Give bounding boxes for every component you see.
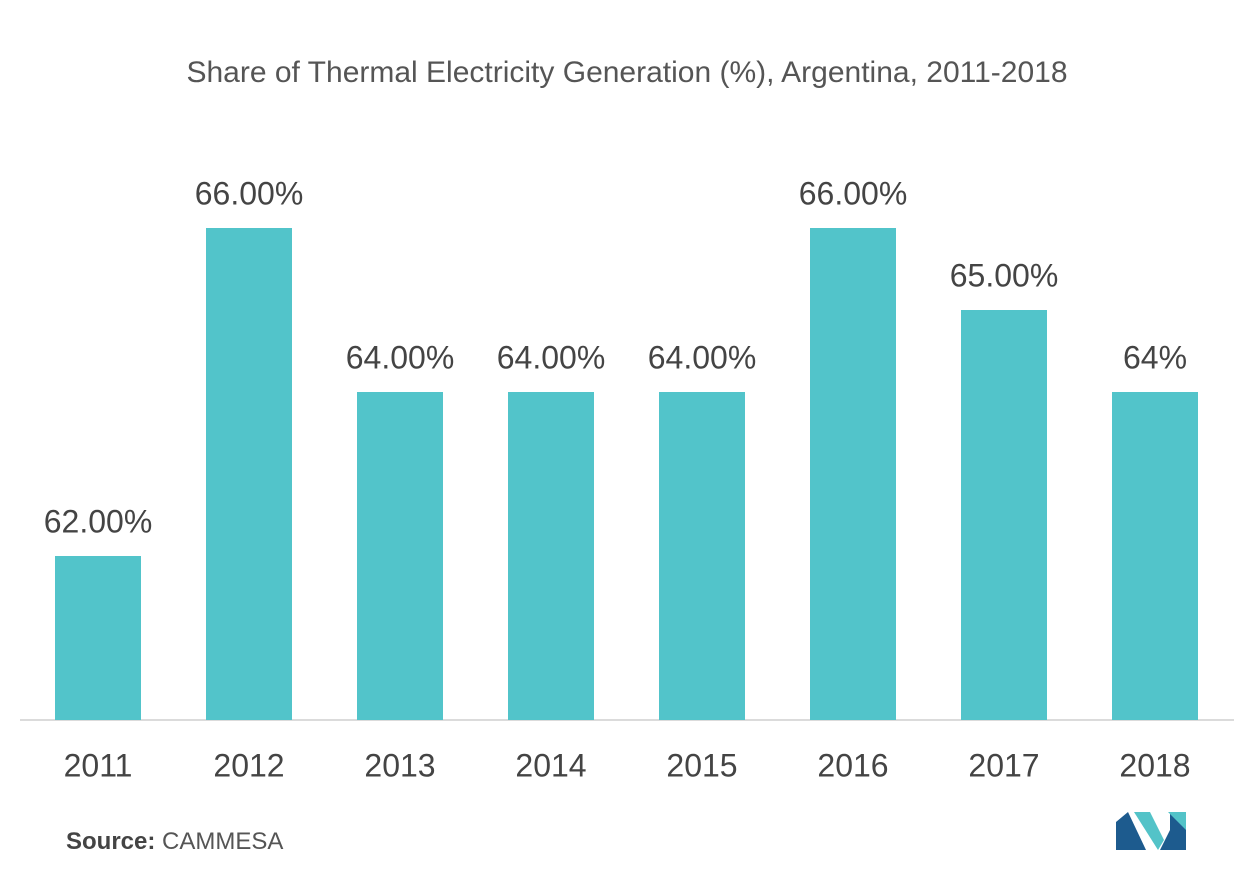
bar [508,392,594,720]
x-tick-label: 2016 [817,747,888,783]
x-tick-label: 2018 [1119,747,1190,783]
bar [1112,392,1198,720]
bar [206,228,292,720]
bar [357,392,443,720]
source: Source: CAMMESA [66,828,283,856]
bar [659,392,745,720]
x-tick-label: 2015 [666,747,737,783]
source-text: CAMMESA [162,828,284,855]
value-label: 64.00% [497,339,606,375]
chart-title: Share of Thermal Electricity Generation … [186,56,1068,89]
value-label: 64% [1123,339,1187,375]
source-label: Source: [66,828,156,855]
value-label: 66.00% [799,175,908,211]
logo [1116,812,1186,850]
x-tick-label: 2014 [515,747,586,783]
bar [961,310,1047,720]
x-tick-label: 2012 [213,747,284,783]
value-label: 65.00% [950,257,1059,293]
x-tick-label: 2017 [968,747,1039,783]
value-label: 64.00% [648,339,757,375]
x-tick-label: 2011 [64,747,133,783]
x-tick-label: 2013 [364,747,435,783]
bar [810,228,896,720]
bar [55,556,141,720]
value-label: 66.00% [195,175,304,211]
value-label: 62.00% [44,503,153,539]
value-label: 64.00% [346,339,455,375]
